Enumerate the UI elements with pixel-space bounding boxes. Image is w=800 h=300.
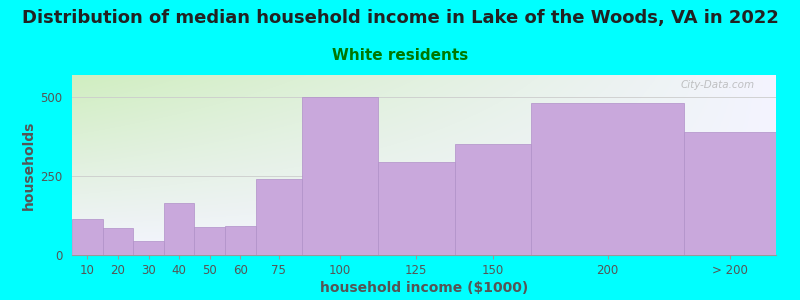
Bar bbox=[134, 241, 164, 255]
Bar bbox=[302, 97, 378, 255]
Y-axis label: households: households bbox=[22, 120, 36, 210]
Bar bbox=[378, 162, 454, 255]
Bar bbox=[684, 132, 776, 255]
Bar bbox=[531, 103, 684, 255]
Bar bbox=[256, 179, 302, 255]
Text: White residents: White residents bbox=[332, 48, 468, 63]
Bar bbox=[102, 228, 134, 255]
Bar bbox=[72, 219, 102, 255]
Text: Distribution of median household income in Lake of the Woods, VA in 2022: Distribution of median household income … bbox=[22, 9, 778, 27]
X-axis label: household income ($1000): household income ($1000) bbox=[320, 281, 528, 295]
Bar bbox=[164, 203, 194, 255]
Text: City-Data.com: City-Data.com bbox=[681, 80, 755, 90]
Bar bbox=[194, 227, 225, 255]
Bar bbox=[454, 145, 531, 255]
Bar bbox=[225, 226, 256, 255]
